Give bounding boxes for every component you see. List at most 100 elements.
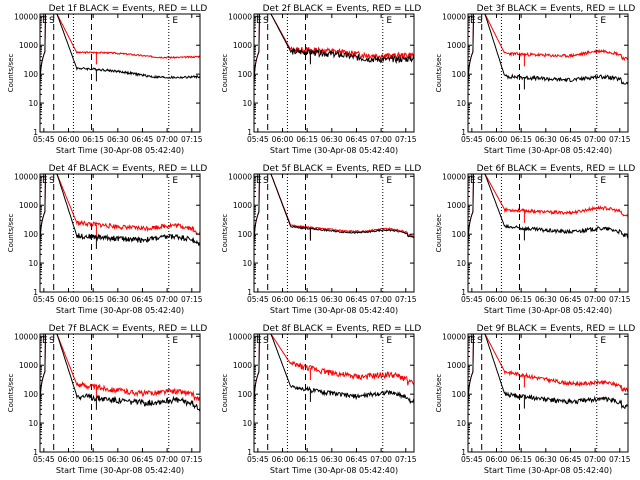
x-tick-label: 07:15 [395,135,417,144]
y-tick-label: 1000 [233,201,252,210]
y-tick-label: 1 [247,448,252,457]
x-tick-label: 06:45 [560,135,582,144]
y-tick-label: 100 [452,230,467,239]
y-tick-label: 100 [238,230,253,239]
x-tick-label: 06:15 [82,295,104,304]
series-line-events [254,334,414,405]
marker-label-s: S [263,176,269,186]
y-tick-label: 10 [242,99,252,108]
x-tick-label: 07:15 [395,295,417,304]
y-tick-label: 10000 [14,12,38,21]
chart-title-5: Det 5f BLACK = Events, RED = LLD [263,164,422,174]
y-tick-label: 10 [456,99,466,108]
marker-label-s: S [263,16,269,26]
x-tick-label: 07:00 [370,135,392,144]
series-line-lld [468,174,628,243]
x-tick-label: 05:45 [33,135,55,144]
series-line-events [40,14,200,83]
y-tick-label: 1000 [447,361,466,370]
series-line-lld [468,14,628,83]
plot-frame [39,173,201,293]
x-tick-label: 05:45 [461,135,483,144]
marker-label-e2: E [172,16,178,26]
plot-frame [253,333,415,453]
marker-label-s: S [49,336,55,346]
y-tick-label: 10000 [442,12,466,21]
y-tick-label: 100 [238,390,253,399]
x-tick-label: 06:30 [321,455,343,464]
x-tick-label: 06:30 [107,295,129,304]
x-tick-label: 07:15 [395,455,417,464]
y-axis-label: Counts/sec [221,54,229,93]
y-axis-label: Counts/sec [7,54,15,93]
x-tick-label: 06:30 [321,135,343,144]
y-tick-label: 10 [28,419,38,428]
y-tick-label: 10 [28,99,38,108]
x-tick-label: 05:45 [247,135,269,144]
series-line-lld [254,334,414,403]
marker-label-e: E [256,16,262,26]
marker-label-e2: E [386,336,392,346]
series-line-lld [468,334,628,403]
chart-title-3: Det 3f BLACK = Events, RED = LLD [477,4,636,14]
y-axis-label: Counts/sec [7,374,15,413]
plot-frame [467,333,629,453]
x-tick-label: 07:15 [181,455,203,464]
x-tick-label: 05:45 [247,455,269,464]
series-line-events [40,334,200,412]
series-line-events [468,334,628,410]
x-tick-label: 06:15 [82,135,104,144]
series-line-events [468,14,628,86]
x-tick-label: 07:15 [181,295,203,304]
x-axis-label: Start Time (30-Apr-08 05:42:40) [270,146,398,155]
y-tick-label: 10 [28,259,38,268]
x-tick-label: 06:00 [486,295,508,304]
y-tick-label: 10000 [442,332,466,341]
marker-label-e: E [42,16,48,26]
y-tick-label: 10000 [442,172,466,181]
marker-label-s: S [477,176,483,186]
y-tick-label: 10 [456,419,466,428]
y-tick-label: 1 [461,128,466,137]
x-tick-label: 06:45 [132,295,154,304]
marker-label-e2: E [172,176,178,186]
x-axis-label: Start Time (30-Apr-08 05:42:40) [484,146,612,155]
chart-title-6: Det 6f BLACK = Events, RED = LLD [477,164,636,174]
x-tick-label: 06:30 [535,295,557,304]
x-tick-label: 07:15 [609,455,631,464]
x-tick-label: 06:30 [535,135,557,144]
x-tick-label: 06:15 [296,295,318,304]
x-tick-label: 06:15 [296,455,318,464]
y-tick-label: 10 [242,419,252,428]
series-line-lld [40,14,200,83]
marker-label-e: E [42,176,48,186]
x-tick-label: 06:15 [82,455,104,464]
series-line-lld [40,174,200,243]
marker-label-e: E [42,336,48,346]
y-tick-label: 1 [247,128,252,137]
x-tick-label: 07:00 [156,455,178,464]
series-line-events [254,174,414,243]
x-tick-label: 07:00 [370,455,392,464]
y-tick-label: 100 [24,390,39,399]
y-tick-label: 1 [247,288,252,297]
y-axis-label: Counts/sec [435,54,443,93]
marker-label-e2: E [386,176,392,186]
y-tick-label: 100 [238,70,253,79]
x-tick-label: 06:30 [321,295,343,304]
y-axis-label: Counts/sec [435,374,443,413]
x-tick-label: 06:45 [346,135,368,144]
x-tick-label: 06:00 [486,135,508,144]
plot-frame [39,13,201,133]
plot-frame [253,13,415,133]
x-tick-label: 06:45 [346,455,368,464]
y-axis-label: Counts/sec [7,214,15,253]
marker-label-e2: E [386,16,392,26]
x-tick-label: 06:30 [535,455,557,464]
marker-label-s: S [49,16,55,26]
y-tick-label: 10000 [228,332,252,341]
y-tick-label: 1000 [233,361,252,370]
